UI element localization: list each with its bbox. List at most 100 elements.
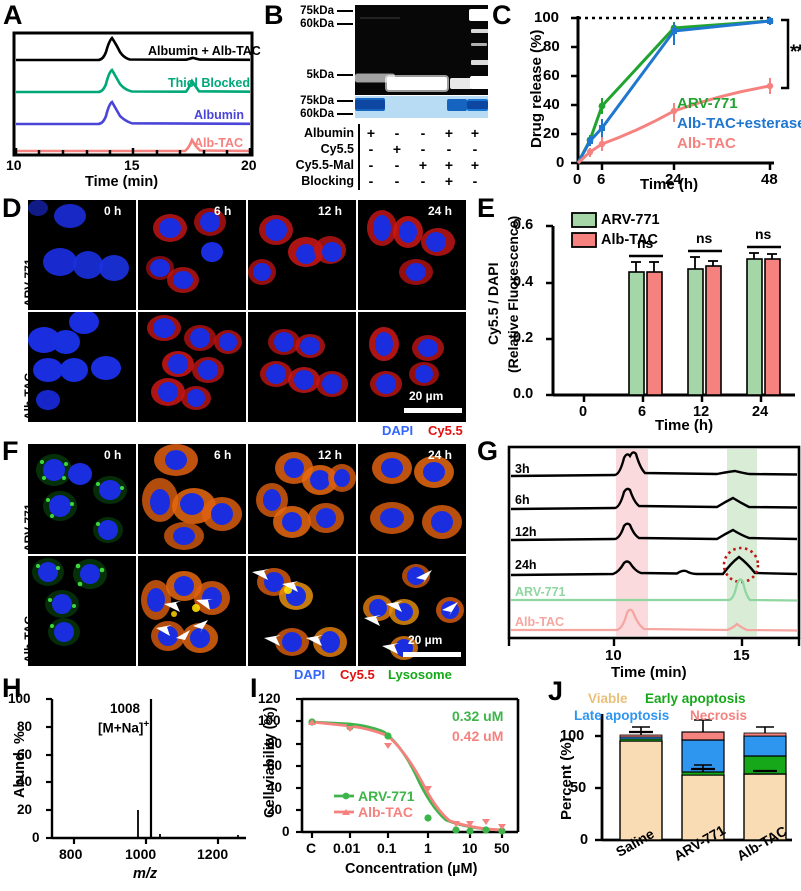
panel-e-sig-12h: ns bbox=[696, 230, 713, 246]
condition-value: + bbox=[418, 157, 428, 173]
panel-g-chromatogram bbox=[507, 445, 801, 646]
panel-f-label: F bbox=[2, 436, 19, 466]
condition-value: - bbox=[472, 141, 478, 157]
panel-c-xtick-6: 6 bbox=[597, 171, 606, 188]
panel-e-label: E bbox=[477, 193, 496, 223]
panel-c-xtick-48: 48 bbox=[761, 171, 778, 188]
panel-e-plot bbox=[546, 212, 795, 402]
trace-label-albumin-plus-albtac: Albumin + Alb-TAC bbox=[148, 44, 261, 58]
blot-marker-75kda-bottom: 75kDa bbox=[300, 95, 334, 107]
panel-h-ytick-60: 60 bbox=[17, 747, 33, 762]
condition-value: - bbox=[368, 157, 374, 173]
panel-e-ylabel-line2: (Relative Fluorescence) bbox=[505, 215, 521, 373]
micrograph-albtac-6h bbox=[138, 312, 246, 422]
micrograph-albtac-12h bbox=[248, 312, 356, 422]
trace-label-alb-tac: Alb-TAC bbox=[194, 136, 244, 150]
condition-value: - bbox=[368, 141, 374, 157]
panel-d-col-label-0h: 0 h bbox=[104, 204, 122, 218]
panel-e-ytick-00: 0.0 bbox=[513, 386, 534, 402]
panel-g-trace-label-24h: 24h bbox=[515, 558, 537, 572]
trace-3h bbox=[510, 451, 798, 478]
micrograph-f-albtac-12h bbox=[248, 556, 356, 666]
panel-e-ytick-02: 0.2 bbox=[513, 330, 534, 346]
trace-6h bbox=[510, 487, 798, 511]
panel-j-legend-early-apoptosis: Early apoptosis bbox=[645, 691, 746, 706]
panel-h-xtick-1200: 1200 bbox=[197, 846, 229, 862]
panel-h: H 100 80 60 40 20 0 800 1000 1200 m/z Ab… bbox=[0, 670, 258, 891]
panel-c-ytick-100: 100 bbox=[534, 9, 560, 26]
condition-label-cy55-mal: Cy5.5-Mal bbox=[295, 158, 354, 172]
condition-value: - bbox=[394, 173, 400, 189]
panel-j-legend-viable: Viable bbox=[588, 691, 628, 706]
micrograph-arv771-6h bbox=[138, 200, 246, 310]
micrograph-f-albtac-0h bbox=[28, 556, 136, 666]
panel-a-xlabel: Time (min) bbox=[85, 174, 159, 190]
panel-c-ylabel: Drug release (%) bbox=[528, 29, 545, 148]
bar-albtac bbox=[743, 726, 787, 841]
panel-h-xtick-1000: 1000 bbox=[125, 846, 157, 862]
highlight-band-green bbox=[727, 449, 757, 636]
panel-d-legend-cy55: Cy5.5 bbox=[428, 423, 463, 438]
micrograph-f-arv771-24h bbox=[358, 444, 466, 554]
panel-g-trace-label-3h: 3h bbox=[515, 462, 530, 476]
panel-f-col-label-0h: 0 h bbox=[104, 448, 122, 462]
panel-j-ytick-100: 100 bbox=[560, 728, 585, 744]
panel-g: G 3h 6h 12h 24h ARV-771 Alb-TAC 10 15 Ti… bbox=[477, 430, 801, 681]
trace-albumin bbox=[16, 100, 251, 126]
highlight-band-pink bbox=[616, 449, 648, 636]
panel-h-ytick-80: 80 bbox=[17, 719, 33, 734]
panel-j-ytick-0: 0 bbox=[580, 832, 589, 848]
panel-i-ytick-80: 80 bbox=[267, 736, 283, 751]
blot-marker-75kda-top: 75kDa bbox=[300, 5, 334, 17]
panel-h-ytick-100: 100 bbox=[8, 691, 31, 706]
panel-c-significance: **** bbox=[790, 42, 801, 63]
panel-h-annotation-adduct: [M+Na]+ bbox=[98, 719, 150, 736]
panel-i-ytick-100: 100 bbox=[258, 713, 281, 728]
panel-f-legend-lysosome: Lysosome bbox=[388, 667, 452, 682]
panel-i: I 120 1 bbox=[250, 670, 540, 891]
panel-i-xtick-1: 1 bbox=[424, 840, 432, 856]
panel-a-xtick-10: 10 bbox=[6, 157, 22, 173]
panel-d-legend-dapi: DAPI bbox=[382, 423, 414, 438]
panel-h-annotation-mass: 1008 bbox=[110, 701, 141, 716]
panel-h-mass-spectrum bbox=[46, 697, 246, 844]
panel-d-scale-bar-label: 20 µm bbox=[409, 389, 444, 403]
trace-alb-tac bbox=[16, 136, 251, 153]
panel-j-ytick-50: 50 bbox=[570, 780, 587, 796]
panel-c-label: C bbox=[492, 0, 512, 30]
condition-value: + bbox=[392, 141, 402, 157]
panel-j-legend-late-apoptosis: Late apoptosis bbox=[574, 708, 670, 723]
panel-c-ytick-40: 40 bbox=[543, 96, 560, 113]
condition-value: + bbox=[366, 125, 376, 141]
panel-d-col-label-6h: 6 h bbox=[214, 204, 232, 218]
panel-i-xtick-c: C bbox=[306, 840, 317, 856]
condition-value: - bbox=[446, 141, 452, 157]
panel-h-label: H bbox=[2, 673, 22, 703]
panel-b: B 75kDa 60kDa 5kDa 75kDa bbox=[262, 0, 490, 195]
blot-coomassie-image bbox=[355, 96, 488, 118]
panel-e-xlabel: Time (h) bbox=[655, 417, 714, 434]
condition-value: + bbox=[444, 125, 454, 141]
panel-i-ytick-60: 60 bbox=[267, 758, 283, 773]
condition-value: - bbox=[394, 157, 400, 173]
panel-e-xtick-24: 24 bbox=[752, 404, 769, 420]
panel-e-legend-albtac: Alb-TAC bbox=[601, 232, 658, 248]
panel-h-xlabel: m/z bbox=[133, 866, 158, 882]
panel-i-label: I bbox=[250, 673, 258, 703]
condition-value: + bbox=[444, 173, 454, 189]
bar-saline bbox=[619, 726, 663, 841]
panel-h-ytick-0: 0 bbox=[32, 830, 40, 845]
panel-g-xlabel: Time (min) bbox=[611, 664, 687, 681]
panel-f: F ARV-771 Alb-TAC bbox=[0, 430, 477, 682]
condition-value: + bbox=[470, 157, 480, 173]
micrograph-f-arv771-0h bbox=[28, 444, 136, 554]
condition-value: - bbox=[368, 173, 374, 189]
panel-g-xtick-10: 10 bbox=[605, 647, 622, 664]
panel-c-xtick-0: 0 bbox=[573, 171, 582, 188]
panel-j-label: J bbox=[548, 676, 564, 706]
panel-j-ylabel: Percent (%) bbox=[558, 737, 575, 820]
panel-d-label: D bbox=[2, 193, 22, 223]
bar-arv771 bbox=[681, 719, 725, 841]
micrograph-f-albtac-24h bbox=[358, 556, 466, 666]
blot-fluorescence-image bbox=[355, 5, 488, 95]
